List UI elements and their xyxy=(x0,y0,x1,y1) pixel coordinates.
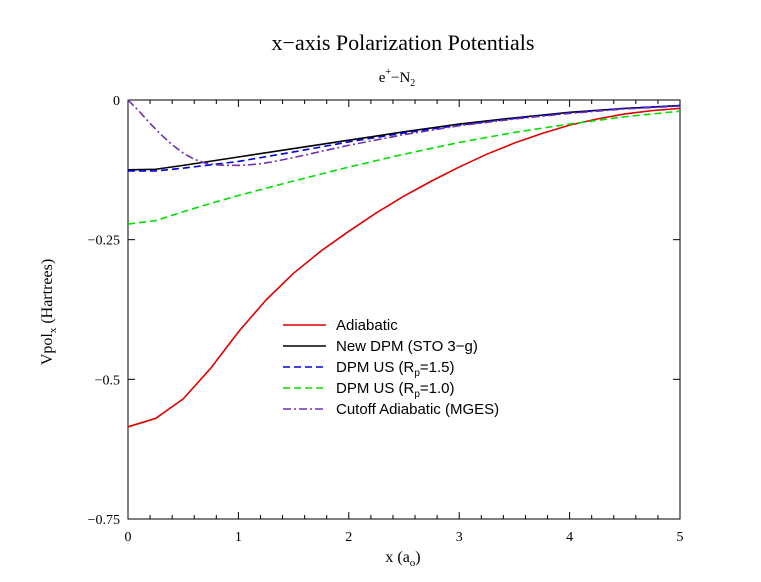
x-axis-label-end: ) xyxy=(415,549,420,566)
x-tick-label: 0 xyxy=(125,530,132,545)
x-axis-label: x (ao) xyxy=(385,549,420,569)
x-tick-label: 5 xyxy=(677,530,684,545)
legend-label-main: New DPM (STO 3−g) xyxy=(336,338,478,355)
legend-label-end: =1.5) xyxy=(420,359,455,376)
legend-label-sub: p xyxy=(414,389,420,400)
y-tick-label: −0.5 xyxy=(95,373,120,388)
x-tick-label: 2 xyxy=(345,530,352,545)
series-line-2 xyxy=(127,104,681,171)
series-line-4 xyxy=(127,110,681,225)
series-line-3 xyxy=(128,104,681,172)
legend-label-1: Adiabatic xyxy=(336,317,398,334)
legend-label-main: Adiabatic xyxy=(336,317,398,334)
legend-label-sub: p xyxy=(414,368,420,379)
legend-label-main: Cutoff Adiabatic (MGES) xyxy=(336,401,499,418)
legend-label-5: Cutoff Adiabatic (MGES) xyxy=(336,401,499,418)
subtitle-sup: + xyxy=(385,67,391,78)
legend-label-4: DPM US (Rp=1.0) xyxy=(336,380,455,400)
series-line-5 xyxy=(127,99,681,167)
x-tick-label: 1 xyxy=(235,530,242,545)
y-axis-label-end: (Hartrees) xyxy=(39,259,56,328)
subtitle-main: e xyxy=(379,70,386,86)
series-line-1 xyxy=(127,107,681,428)
legend-label-main: DPM US (R xyxy=(336,359,415,376)
x-tick-label: 4 xyxy=(566,530,573,545)
y-axis-label-main: Vpol xyxy=(39,333,56,366)
y-axis-label-sub: x xyxy=(47,327,59,333)
y-tick-label: 0 xyxy=(113,94,120,109)
legend-label-main: DPM US (R xyxy=(336,380,415,397)
x-axis-label-main: x (a xyxy=(385,549,409,566)
series-layer xyxy=(127,99,681,428)
subtitle-mid: −N xyxy=(391,70,410,86)
chart-subtitle: e+−N2 xyxy=(379,67,416,89)
axis-ticks: 0 1 2 3 4 5 0 −0.25 −0.5 −0.75 xyxy=(88,94,684,545)
x-axis-label-sub: o xyxy=(410,557,416,569)
y-tick-label: −0.25 xyxy=(88,234,120,249)
y-tick-label: −0.75 xyxy=(88,513,120,528)
legend-label-2: New DPM (STO 3−g) xyxy=(336,338,478,355)
legend-label-end: =1.0) xyxy=(420,380,455,397)
subtitle-sub: 2 xyxy=(410,78,415,89)
y-axis-label: Vpolx (Hartrees) xyxy=(39,259,59,365)
x-tick-label: 3 xyxy=(456,530,463,545)
legend-label-3: DPM US (Rp=1.5) xyxy=(336,359,455,379)
plot-frame xyxy=(127,99,681,520)
chart-title: x−axis Polarization Potentials xyxy=(272,30,535,55)
